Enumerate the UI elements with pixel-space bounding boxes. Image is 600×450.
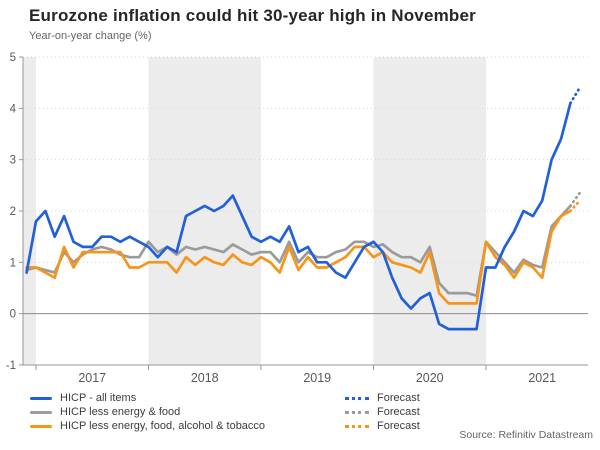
svg-text:1: 1 (10, 257, 16, 269)
chart-header: Eurozone inflation could hit 30-year hig… (29, 6, 476, 42)
chart-legend: HICP - all items Forecast HICP less ener… (30, 391, 590, 433)
svg-text:2019: 2019 (303, 371, 331, 385)
chart-title: Eurozone inflation could hit 30-year hig… (29, 6, 476, 25)
legend-item-hicp-core: HICP less energy & food (30, 406, 345, 418)
svg-text:3: 3 (10, 155, 16, 167)
legend-dotted-swatch-gray (345, 410, 369, 414)
legend-dotted-swatch-blue (345, 396, 369, 400)
source-attribution: Source: Refinitiv Datastream (459, 429, 593, 441)
legend-item-forecast-blue: Forecast (345, 392, 420, 404)
legend-label: HICP less energy, food, alcohol & tobacc… (60, 420, 266, 432)
legend-item-hicp-corecore: HICP less energy, food, alcohol & tobacc… (30, 420, 345, 432)
legend-label: HICP less energy & food (60, 406, 181, 418)
legend-line-swatch-blue (30, 396, 52, 400)
legend-item-forecast-gray: Forecast (345, 406, 420, 418)
svg-text:2018: 2018 (191, 371, 219, 385)
svg-text:-1: -1 (6, 360, 16, 372)
legend-label: Forecast (377, 406, 420, 418)
svg-text:0: 0 (10, 309, 16, 321)
legend-line-swatch-orange (30, 424, 52, 428)
svg-text:2020: 2020 (416, 371, 444, 385)
legend-item-forecast-orange: Forecast (345, 420, 420, 432)
legend-item-hicp-all: HICP - all items (30, 392, 345, 404)
svg-text:4: 4 (10, 103, 17, 115)
legend-label: Forecast (377, 392, 420, 404)
svg-text:2017: 2017 (78, 371, 106, 385)
inflation-chart: 5 4 3 2 1 0 -1 2017 2018 2019 2020 2021 (6, 52, 588, 385)
svg-text:2021: 2021 (528, 371, 556, 385)
legend-label: HICP - all items (60, 392, 137, 404)
svg-text:5: 5 (10, 52, 16, 64)
chart-subtitle: Year-on-year change (%) (29, 30, 152, 42)
legend-line-swatch-gray (30, 410, 52, 414)
legend-label: Forecast (377, 420, 420, 432)
legend-dotted-swatch-orange (345, 424, 369, 428)
svg-text:2: 2 (10, 206, 16, 218)
